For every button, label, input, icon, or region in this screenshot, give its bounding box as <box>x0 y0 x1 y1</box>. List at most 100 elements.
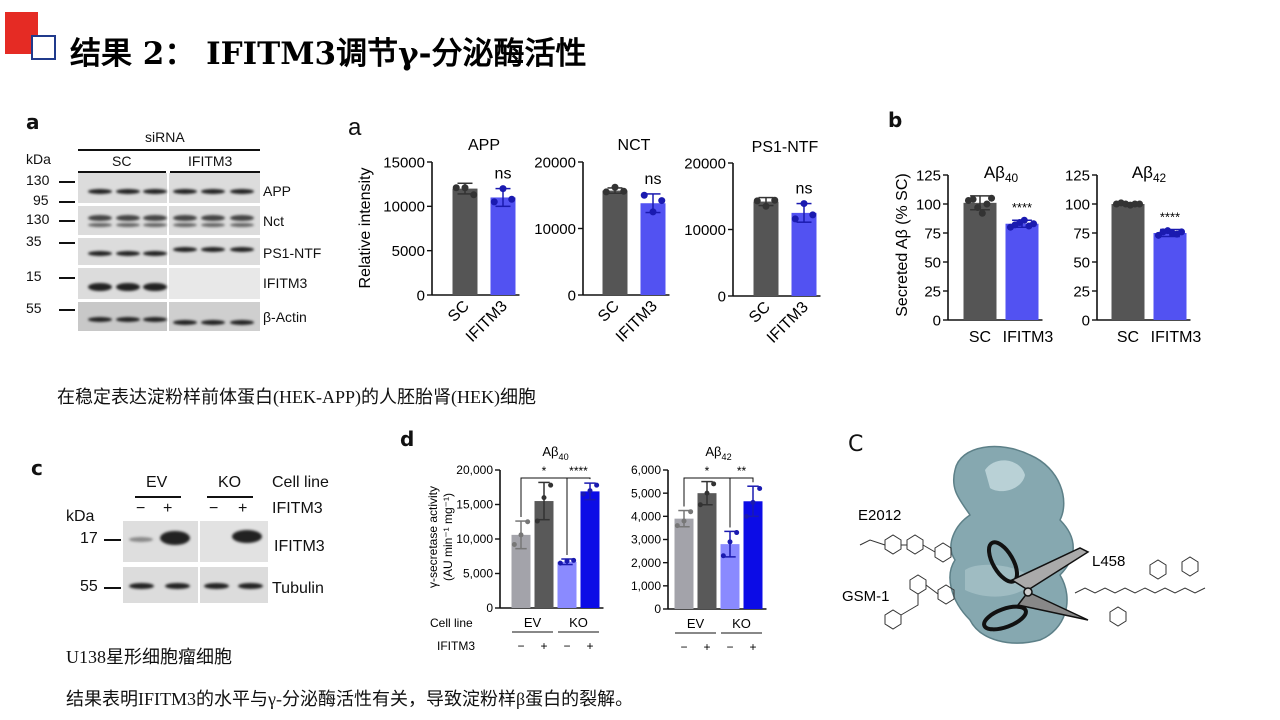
chart-title-text: Aβ <box>1132 163 1153 182</box>
bar <box>1005 223 1039 320</box>
chart-title-text: Aβ <box>705 444 721 459</box>
y-tick-label: 50 <box>924 254 941 271</box>
y-axis-label-b: Secreted Aβ (% SC) <box>894 173 911 316</box>
y-tick-label: 0 <box>718 288 726 305</box>
y-axis-label-d-2: (AU min⁻¹ mg⁻¹) <box>441 493 455 581</box>
caption-hek: 在稳定表达淀粉样前体蛋白(HEK-APP)的人胚胎肾(HEK)细胞 <box>57 387 536 407</box>
bar <box>534 501 554 608</box>
bar <box>697 493 717 609</box>
protein-band <box>116 251 140 256</box>
protein-band <box>143 189 167 194</box>
protein-band <box>173 189 197 194</box>
protein-band <box>143 317 167 322</box>
protein-band <box>116 223 140 227</box>
x-tick-label: SC <box>969 329 991 346</box>
data-point <box>757 486 763 492</box>
protein-band <box>230 320 254 325</box>
y-axis-label-d-1: γ-secretase activity <box>426 486 440 588</box>
y-tick-label: 15000 <box>383 154 425 171</box>
data-point <box>1178 228 1186 236</box>
bar <box>1111 204 1145 320</box>
y-tick-label: 100 <box>1065 196 1090 213</box>
bar-chart-3: 0 25 50 75 100 125 Aβ40 SC **** IFITM3 <box>916 163 1053 346</box>
y-tick-label: 75 <box>1073 225 1090 242</box>
data-point <box>969 195 977 203</box>
data-point <box>557 560 563 566</box>
y-tick-label: 20,000 <box>456 463 493 477</box>
chart-title-text: Aβ <box>984 163 1005 182</box>
group-ko: KO <box>218 474 242 491</box>
panel-label-d: d <box>400 427 415 451</box>
protein-band <box>230 215 254 221</box>
data-point <box>525 519 531 525</box>
bar <box>452 188 478 295</box>
data-point <box>771 196 779 204</box>
significance-bracket <box>729 477 754 528</box>
protein-band <box>201 320 225 325</box>
y-tick-label: 2,000 <box>631 556 661 570</box>
data-point <box>983 200 991 208</box>
data-point <box>750 499 756 505</box>
chart-title-text: NCT <box>618 137 651 154</box>
ifitm3-sign: + <box>540 639 547 653</box>
protein-band <box>230 223 254 227</box>
group-sc: SC <box>112 153 132 169</box>
bar-chart-1: 0 10000 20000 NCT SC ns IFITM3 <box>534 137 670 346</box>
protein-band <box>201 247 225 252</box>
ifitm3-sign: + <box>703 640 710 654</box>
y-tick-label: 0 <box>486 601 493 615</box>
compound-gsm1: GSM-1 <box>842 588 890 605</box>
x-tick-label: IFITM3 <box>1003 329 1054 346</box>
data-point <box>753 197 761 205</box>
ifitm3-sign: − <box>726 640 733 654</box>
marker-tick <box>59 181 75 183</box>
row-label: β-Actin <box>263 309 307 325</box>
y-tick-label: 3,000 <box>631 533 661 547</box>
protein-band <box>116 215 140 221</box>
marker-17: 17 <box>80 530 98 547</box>
data-point <box>681 518 687 524</box>
blot-strip <box>78 173 167 203</box>
chart-title-subscript: 40 <box>559 452 569 462</box>
significance-bracket <box>566 477 591 556</box>
y-tick-label: 4,000 <box>631 510 661 524</box>
marker-label: 15 <box>26 268 42 284</box>
bar-chart-0: 0 5000 10000 15000 APP SC ns IFITM3 <box>383 137 520 346</box>
bar <box>791 212 817 296</box>
marker-label: 130 <box>26 172 50 188</box>
marker-tick <box>59 220 75 222</box>
data-point <box>658 197 666 205</box>
data-point <box>518 532 524 538</box>
blot-strip <box>169 302 260 331</box>
data-point <box>594 482 600 488</box>
bar <box>557 561 577 608</box>
chart-title-subscript: 40 <box>1005 171 1019 185</box>
marker-label: 130 <box>26 211 50 227</box>
data-point <box>452 184 460 192</box>
group-label: EV <box>687 616 705 631</box>
data-point <box>974 203 982 211</box>
group-label: KO <box>569 615 588 630</box>
y-axis-label-a: Relative intensity <box>357 168 374 289</box>
chart-title: NCT <box>618 137 651 154</box>
protein-band <box>201 189 225 194</box>
y-tick-label: 10000 <box>383 199 425 216</box>
data-point <box>470 191 478 199</box>
significance-label: * <box>542 464 547 478</box>
data-point <box>743 513 749 519</box>
chart-title: Aβ40 <box>542 444 568 462</box>
data-point <box>490 198 498 206</box>
data-point <box>978 209 986 217</box>
sirna-label: siRNA <box>145 129 185 145</box>
y-tick-label: 10000 <box>684 222 726 239</box>
protein-band <box>173 223 197 227</box>
data-point <box>508 195 516 203</box>
protein-band <box>143 283 167 291</box>
x-tick-label: IFITM3 <box>463 298 511 346</box>
chart-title-subscript: 42 <box>722 452 732 462</box>
y-tick-label: 20000 <box>534 154 576 171</box>
data-point <box>461 184 469 192</box>
bar <box>674 518 694 609</box>
